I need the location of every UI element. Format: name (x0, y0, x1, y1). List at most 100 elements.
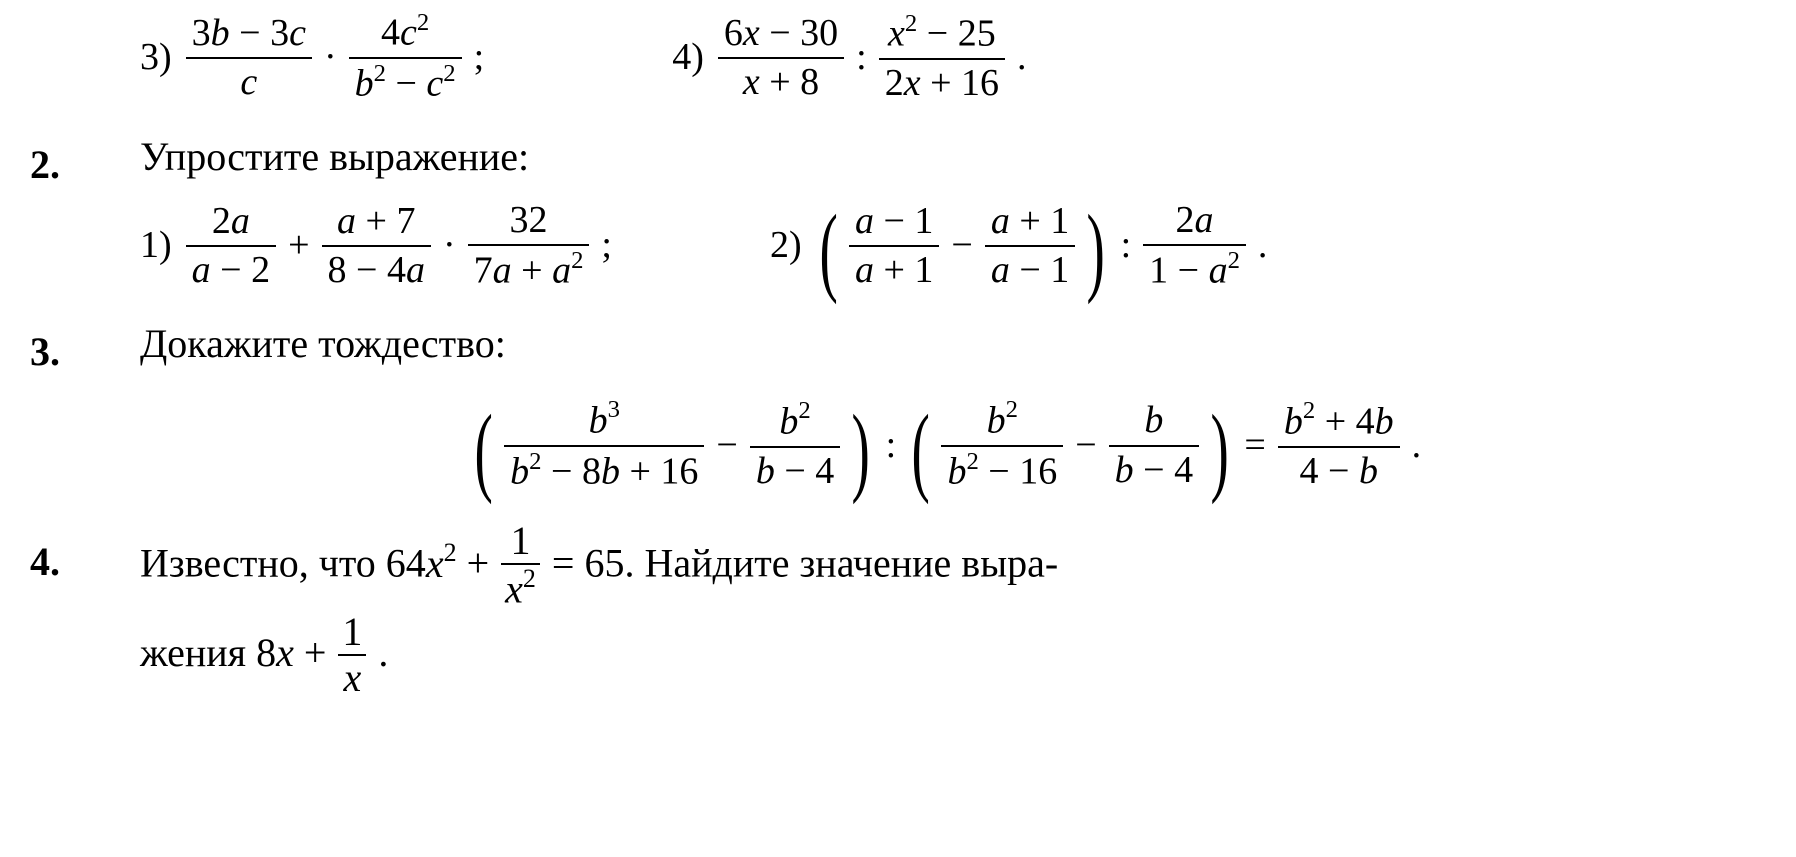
frac-3-1-bot: c (234, 61, 263, 105)
op: − (1067, 425, 1104, 467)
row-p3-expr: ( b3 b2 − 8b + 16 − b2 b − 4 ) : ( (30, 386, 1756, 513)
bar (750, 446, 840, 448)
op: = (1236, 425, 1273, 467)
frac-p2-1b: a + 7 8 − 4a (322, 200, 431, 293)
bar (941, 445, 1063, 447)
b: a − 2 (186, 249, 276, 293)
t: b (1138, 399, 1169, 443)
b: 8 − 4a (322, 249, 431, 293)
label-4: 4) (672, 37, 704, 79)
op: · (435, 225, 464, 267)
t: b2 (981, 398, 1024, 443)
op: + (280, 225, 317, 267)
expr-3: 3b − 3c c · 4c2 b2 − c2 ; (182, 10, 493, 107)
frac-4-2-bot: 2x + 16 (879, 62, 1005, 106)
subrow-3-4: 3) 3b − 3c c · 4c2 b2 − c2 ; (140, 10, 1756, 107)
frac-p2-2a: a − 1 a + 1 (849, 200, 939, 293)
title-3: Докажите тождество: (140, 312, 1756, 376)
tail-4: . (1009, 37, 1035, 79)
t: a − 1 (849, 200, 939, 244)
bar (504, 445, 704, 447)
b: b − 4 (750, 450, 840, 494)
frac-4-1-top: 6x − 30 (718, 12, 844, 56)
label-p2-2: 2) (770, 225, 802, 267)
frac-3-2: 4c2 b2 − c2 (349, 10, 462, 107)
tail: ; (593, 225, 620, 267)
p4-line2: жения 8x + 1x . (140, 613, 1756, 701)
b: x (340, 657, 366, 699)
body-p2: 1) 2a a − 2 + a + 7 8 − 4a · 3 (140, 199, 1756, 302)
p4-var2: x (276, 630, 294, 675)
frac-p3-1: b3 b2 − 8b + 16 (504, 398, 704, 495)
t: a + 1 (985, 200, 1075, 244)
number-4: 4. (30, 522, 140, 584)
body-p4: Известно, что 64x2 + 1x2 = 65. Найдите з… (140, 522, 1756, 700)
label-p2-1: 1) (140, 225, 172, 267)
bar (1278, 446, 1400, 448)
number-3: 3. (30, 312, 140, 374)
frac-3-1-top: 3b − 3c (186, 12, 312, 56)
rparen: ) (1087, 215, 1105, 285)
bar (849, 245, 939, 247)
frac-p3-2: b2 b − 4 (750, 399, 840, 494)
label-3: 3) (140, 37, 172, 79)
bar (186, 245, 276, 247)
b: 7a + a2 (468, 248, 590, 293)
subrow-p2: 1) 2a a − 2 + a + 7 8 − 4a · 3 (140, 199, 1756, 294)
t: 2a (1170, 199, 1220, 243)
p4-line1: Известно, что 64x2 + 1x2 = 65. Найдите з… (140, 522, 1756, 612)
op-dot: · (316, 37, 345, 79)
frac-bar (879, 58, 1005, 60)
expr-4: 6x − 30 x + 8 : x2 − 25 2x + 16 . (714, 11, 1035, 106)
p4-tail: . (368, 630, 388, 675)
tail: . (1404, 425, 1430, 467)
row-p4: 4. Известно, что 64x2 + 1x2 = 65. Найдит… (30, 522, 1756, 700)
bar (985, 245, 1075, 247)
t: b2 + 4b (1278, 399, 1400, 444)
op: − (708, 425, 745, 467)
body-items-3-4: 3) 3b − 3c c · 4c2 b2 − c2 ; (140, 10, 1756, 115)
b: a − 1 (985, 249, 1075, 293)
expr-p3: ( b3 b2 − 8b + 16 − b2 b − 4 ) : ( (467, 398, 1429, 495)
frac-bar (718, 57, 844, 59)
frac-p2-1a: 2a a − 2 (186, 200, 276, 293)
tail: . (1250, 225, 1276, 267)
lparen: ( (912, 415, 930, 485)
op-colon: : (848, 37, 875, 79)
t: b2 (773, 399, 816, 444)
t: a + 7 (331, 200, 421, 244)
empty-number (30, 10, 140, 28)
b: a + 1 (849, 249, 939, 293)
body-p3: ( b3 b2 − 8b + 16 − b2 b − 4 ) : ( (140, 386, 1756, 513)
p4-var1: x2 (426, 541, 457, 586)
b: 4 − b (1294, 450, 1384, 494)
p4-mid: Найдите значение выра- (644, 541, 1058, 586)
frac-4-1: 6x − 30 x + 8 (718, 12, 844, 105)
frac-p3-4: b b − 4 (1109, 399, 1199, 492)
lparen: ( (474, 415, 492, 485)
op: − (943, 225, 980, 267)
b: b2 − 16 (941, 449, 1063, 494)
p4-plus: + (457, 541, 500, 586)
frac-p3-5: b2 + 4b 4 − b (1278, 399, 1400, 494)
t: 32 (504, 199, 554, 243)
title-2: Упростите выражение: (140, 125, 1756, 189)
tail-3: ; (466, 37, 493, 79)
rparen: ) (852, 415, 870, 485)
frac-3-1: 3b − 3c c (186, 12, 312, 105)
p4-plus2: + (294, 630, 337, 675)
expr-p2-1: 2a a − 2 + a + 7 8 − 4a · 32 7a + a2 (182, 199, 620, 294)
p4-pre: Известно, что 64 (140, 541, 426, 586)
rparen: ) (1211, 415, 1229, 485)
frac-4-2-top: x2 − 25 (882, 11, 1002, 56)
b: x2 (501, 566, 540, 610)
empty (30, 386, 140, 404)
row-items-3-4: 3) 3b − 3c c · 4c2 b2 − c2 ; (30, 10, 1756, 115)
frac-p3-3: b2 b2 − 16 (941, 398, 1063, 495)
lparen: ( (819, 215, 837, 285)
frac-bar (186, 57, 312, 59)
frac-p2-1c: 32 7a + a2 (468, 199, 590, 294)
math-page: 3) 3b − 3c c · 4c2 b2 − c2 ; (0, 0, 1796, 857)
frac-p2-2b: a + 1 a − 1 (985, 200, 1075, 293)
bar (1109, 445, 1199, 447)
